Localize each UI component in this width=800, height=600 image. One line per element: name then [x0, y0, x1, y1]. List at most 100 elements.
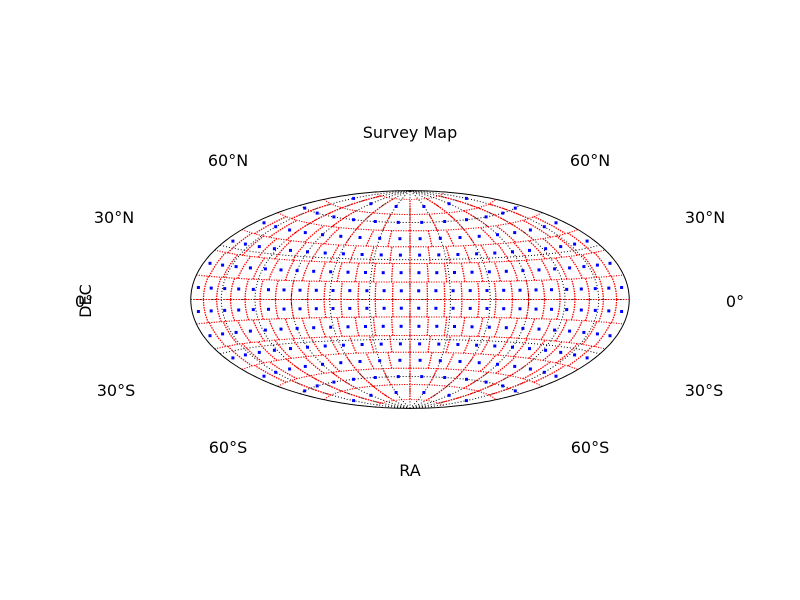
field-center-point — [267, 307, 270, 311]
field-center-point — [435, 324, 439, 328]
field-edge — [495, 356, 516, 374]
field-edge — [372, 385, 395, 401]
field-center-point — [447, 393, 451, 397]
field-edge — [567, 232, 593, 254]
field-edge — [425, 385, 448, 401]
field-edge — [460, 317, 466, 337]
field-edge — [525, 259, 536, 281]
field-edge — [463, 353, 476, 371]
field-edge — [509, 260, 519, 282]
field-center-point — [544, 348, 548, 352]
field-edge — [331, 371, 357, 389]
field-center-point — [544, 247, 548, 251]
field-center-point — [518, 288, 522, 292]
field-center-point — [534, 307, 538, 311]
field-edge — [480, 244, 491, 263]
field-edge — [480, 336, 491, 355]
field-edge — [509, 317, 519, 339]
field-edge — [254, 216, 287, 235]
field-edge — [540, 258, 552, 281]
field-edge — [446, 369, 464, 387]
field-center-point — [274, 225, 278, 229]
field-center-point — [321, 233, 324, 237]
field-center-point — [346, 325, 350, 329]
field-edge — [387, 352, 393, 369]
field-edge — [227, 345, 253, 367]
field-center-point — [306, 345, 309, 349]
field-center-point — [528, 248, 531, 252]
field-center-point — [332, 380, 336, 384]
field-center-point — [272, 348, 276, 352]
field-center-point — [550, 307, 553, 311]
field-edge — [568, 320, 583, 344]
field-edge — [488, 379, 529, 396]
field-edge — [528, 339, 546, 359]
field-edge — [541, 280, 546, 300]
field-center-point — [263, 328, 267, 332]
field-center-point — [485, 307, 489, 310]
field-center-point — [513, 206, 517, 210]
field-edge — [541, 299, 546, 319]
field-edge — [229, 299, 236, 322]
field-edge — [428, 368, 438, 386]
field-edge — [374, 299, 377, 318]
field-center-point — [348, 306, 352, 310]
field-center-point — [518, 307, 522, 311]
field-center-point — [364, 325, 367, 328]
field-edge — [268, 318, 280, 341]
field-edge — [438, 390, 479, 404]
field-center-point — [501, 211, 505, 215]
field-center-point — [437, 253, 441, 257]
field-edge — [427, 246, 431, 264]
field-edge — [323, 227, 341, 245]
field-edge — [374, 281, 377, 300]
field-edge — [581, 254, 598, 278]
field-center-point — [398, 237, 402, 241]
field-center-point — [493, 344, 497, 348]
field-edge — [356, 369, 374, 387]
field-center-point — [484, 215, 488, 219]
field-edge — [323, 299, 327, 318]
field-center-point — [477, 361, 481, 365]
field-edge — [445, 229, 455, 247]
field-center-point — [341, 343, 345, 347]
field-edge — [310, 243, 324, 262]
field-center-point — [458, 236, 462, 239]
field-edge — [556, 279, 561, 300]
field-edge — [570, 299, 576, 321]
field-center-point — [504, 269, 508, 273]
field-center-point — [382, 306, 386, 310]
field-center-point — [267, 288, 270, 292]
field-edge — [285, 222, 311, 241]
field-edge — [584, 299, 591, 322]
field-center-point — [607, 309, 611, 313]
field-center-point — [364, 271, 367, 274]
field-center-point — [542, 225, 546, 229]
field-centers — [196, 196, 624, 403]
field-edge — [488, 203, 529, 220]
x-axis-label: RA — [399, 461, 420, 480]
field-center-point — [593, 308, 597, 312]
field-edge — [476, 299, 480, 318]
field-center-point — [382, 289, 386, 293]
field-center-point — [608, 261, 612, 265]
field-edge — [329, 244, 340, 263]
field-edge — [365, 229, 375, 247]
field-center-point — [513, 231, 517, 235]
field-edge — [227, 232, 253, 254]
field-center-point — [352, 196, 356, 200]
field-edge — [390, 263, 394, 283]
field-edge — [382, 368, 392, 386]
field-center-point — [209, 309, 213, 313]
field-center-point — [456, 253, 460, 256]
field-edge — [269, 361, 298, 380]
dec-tick-label-right: 0° — [726, 292, 744, 311]
field-edge — [525, 318, 536, 340]
field-edge — [301, 260, 311, 282]
map-boundary — [190, 190, 630, 409]
field-center-point — [248, 329, 252, 333]
field-center-point — [496, 233, 499, 237]
field-center-point — [501, 384, 505, 388]
field-center-point — [553, 267, 557, 271]
field-edge — [477, 317, 484, 337]
